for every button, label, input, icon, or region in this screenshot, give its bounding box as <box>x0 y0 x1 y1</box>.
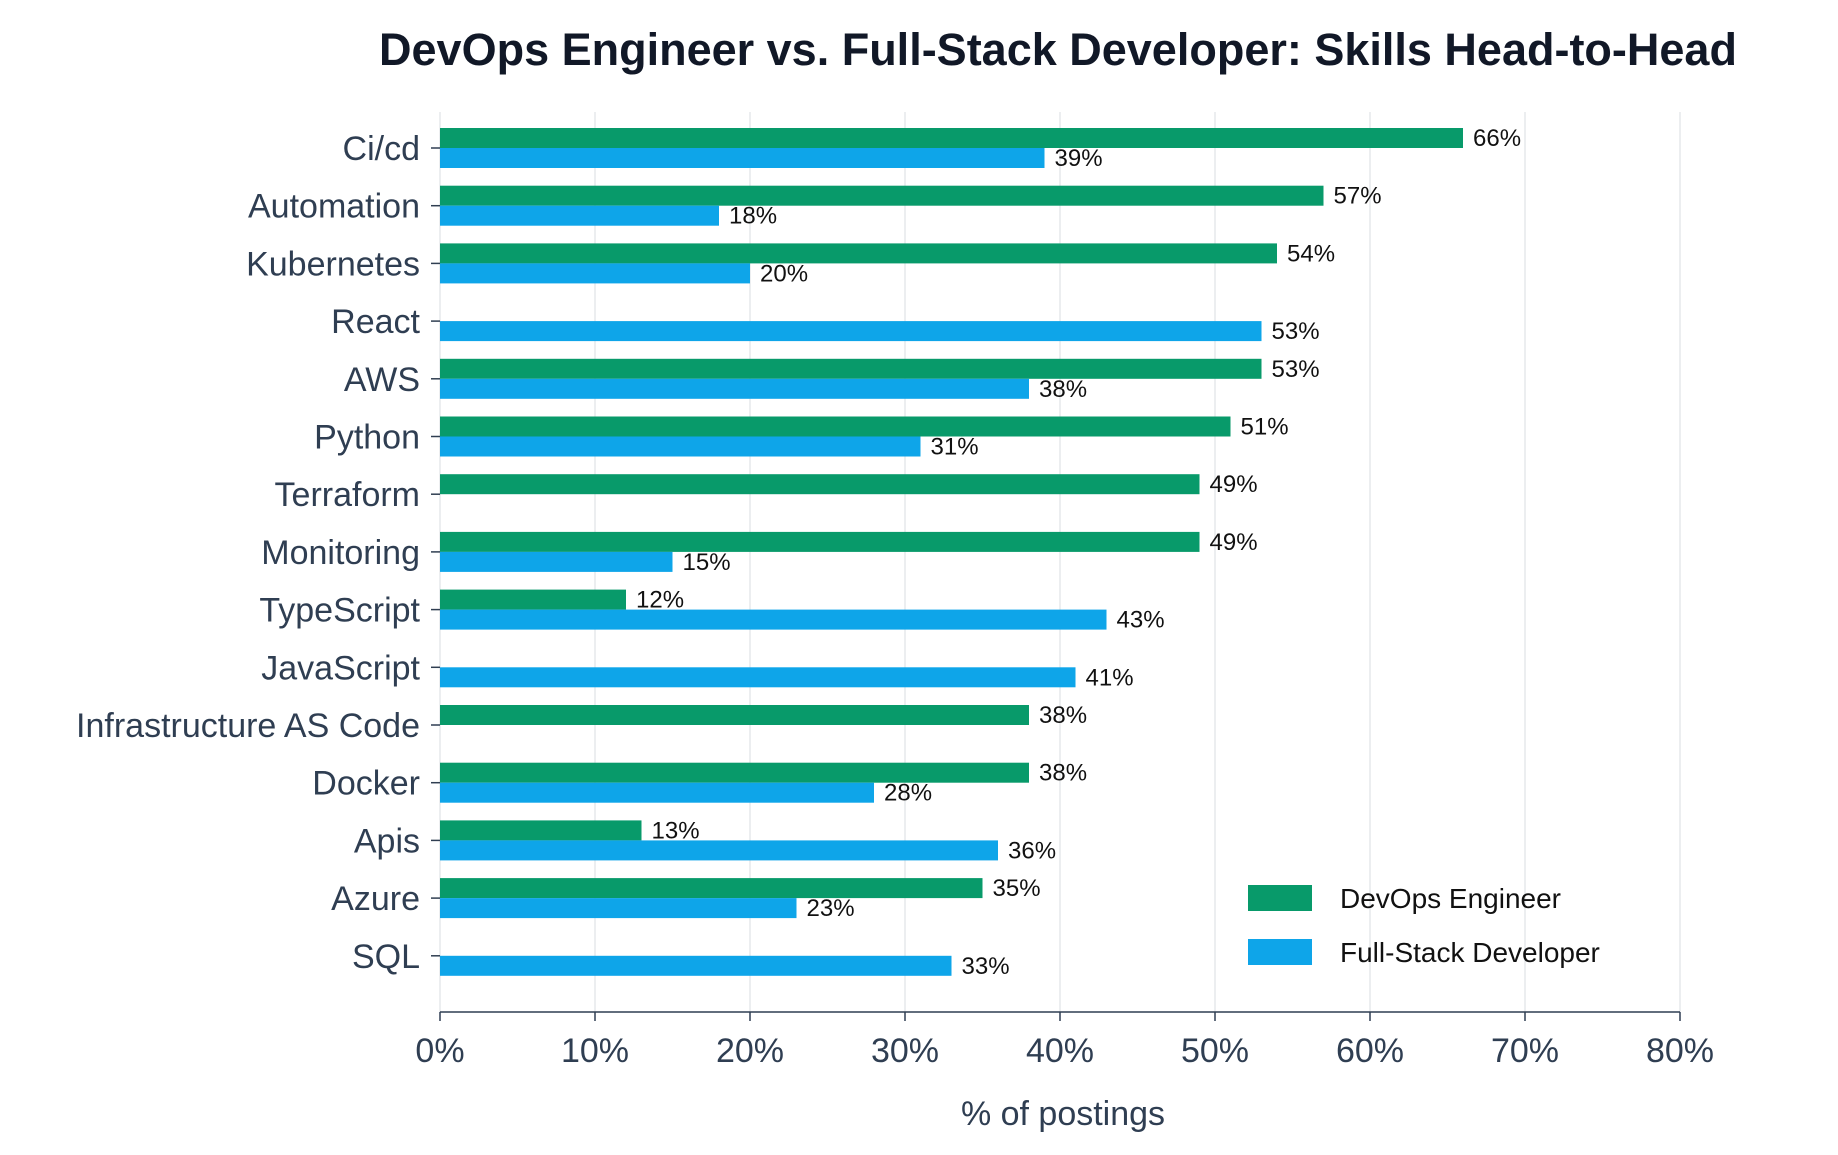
bar-devops <box>440 589 626 610</box>
category-label: Docker <box>312 765 420 803</box>
bar-fullstack <box>440 551 673 572</box>
bar-fullstack <box>440 898 797 919</box>
bar-devops <box>440 878 983 899</box>
legend-swatch <box>1248 885 1312 911</box>
bar-devops <box>440 820 642 841</box>
category-label: SQL <box>352 938 420 976</box>
category-label: JavaScript <box>261 649 420 687</box>
x-axis-title: % of postings <box>961 1095 1165 1133</box>
data-label: 53% <box>1272 318 1320 345</box>
bar-devops <box>440 531 1200 552</box>
x-tick-label: 60% <box>1336 1032 1404 1070</box>
data-label: 12% <box>636 587 684 614</box>
bar-devops <box>440 705 1029 725</box>
data-label: 54% <box>1287 240 1335 267</box>
x-tick-label: 0% <box>415 1032 464 1070</box>
x-tick-label: 70% <box>1491 1032 1559 1070</box>
bars: 66% 39% 57% 18% 54% 20% 53% 53% 38% 51% 31% 49% 49% 1… <box>440 125 1521 980</box>
bar-fullstack <box>440 609 1107 630</box>
category-label: Terraform <box>275 476 420 514</box>
data-label: 49% <box>1210 529 1258 556</box>
x-tick-label: 80% <box>1646 1032 1714 1070</box>
data-label: 13% <box>652 817 700 844</box>
category-label: TypeScript <box>259 592 420 630</box>
data-label: 66% <box>1473 125 1521 152</box>
data-label: 36% <box>1008 837 1056 864</box>
data-label: 35% <box>993 875 1041 902</box>
data-label: 38% <box>1039 376 1087 403</box>
x-tick-label: 10% <box>561 1032 629 1070</box>
category-label: AWS <box>344 361 420 399</box>
data-label: 38% <box>1039 760 1087 787</box>
data-label: 53% <box>1272 356 1320 383</box>
legend-swatch <box>1248 939 1312 965</box>
data-label: 57% <box>1334 183 1382 210</box>
data-label: 20% <box>760 260 808 287</box>
data-label: 49% <box>1210 471 1258 498</box>
category-label: Monitoring <box>261 534 420 572</box>
data-label: 43% <box>1117 607 1165 634</box>
legend: DevOps Engineer Full-Stack Developer <box>1248 883 1600 968</box>
data-label: 33% <box>962 953 1010 980</box>
x-axis: 0% 10% 20% 30% 40% 50% 60% 70% 80% <box>415 1011 1714 1070</box>
data-label: 15% <box>683 549 731 576</box>
data-label: 39% <box>1055 145 1103 172</box>
category-label: Apis <box>354 822 420 860</box>
legend-label: Full-Stack Developer <box>1340 937 1600 968</box>
data-label: 38% <box>1039 702 1087 729</box>
bar-devops <box>440 243 1277 264</box>
chart-title: DevOps Engineer vs. Full-Stack Developer… <box>379 24 1737 75</box>
data-label: 18% <box>729 203 777 230</box>
bar-devops <box>440 474 1200 495</box>
legend-label: DevOps Engineer <box>1340 883 1561 914</box>
bar-fullstack <box>440 378 1029 399</box>
bar-devops <box>440 762 1029 783</box>
x-tick-label: 20% <box>716 1032 784 1070</box>
bar-fullstack <box>440 205 719 226</box>
bar-fullstack <box>440 955 952 976</box>
bar-fullstack <box>440 782 874 803</box>
data-label: 23% <box>807 895 855 922</box>
bar-devops <box>440 358 1262 379</box>
bar-fullstack <box>440 840 998 861</box>
category-label: Infrastructure AS Code <box>76 707 420 745</box>
category-label: Azure <box>331 880 420 918</box>
category-label: React <box>331 303 420 341</box>
data-label: 41% <box>1086 664 1134 691</box>
bar-fullstack <box>440 667 1076 688</box>
category-axis: Ci/cd Automation Kubernetes React AWS Python T… <box>76 130 440 976</box>
category-label: Automation <box>248 188 420 226</box>
x-tick-label: 50% <box>1181 1032 1249 1070</box>
bar-devops <box>440 185 1324 206</box>
bar-devops <box>440 416 1231 437</box>
category-label: Ci/cd <box>343 130 420 168</box>
bar-fullstack <box>440 436 921 457</box>
x-tick-label: 30% <box>871 1032 939 1070</box>
category-label: Kubernetes <box>246 245 420 283</box>
bar-fullstack <box>440 263 750 284</box>
bar-fullstack <box>440 321 1262 342</box>
x-tick-label: 40% <box>1026 1032 1094 1070</box>
data-label: 51% <box>1241 414 1289 441</box>
bar-fullstack <box>440 148 1045 168</box>
data-label: 28% <box>884 780 932 807</box>
category-label: Python <box>314 419 420 457</box>
bar-devops <box>440 128 1463 148</box>
data-label: 31% <box>931 434 979 461</box>
